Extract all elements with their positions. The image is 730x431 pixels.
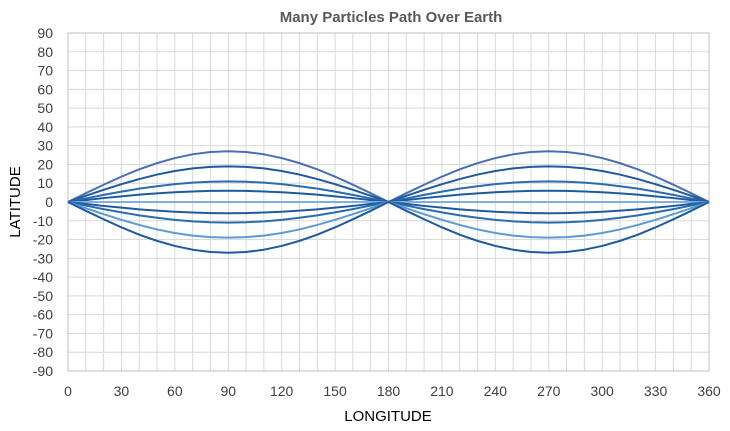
x-tick-label-3: 90 — [220, 383, 236, 399]
x-tick-label-7: 210 — [430, 383, 454, 399]
y-tick-label-6: 30 — [37, 138, 53, 154]
x-tick-label-10: 300 — [590, 383, 614, 399]
y-tick-label-0: 90 — [37, 25, 53, 41]
series-lines — [67, 150, 710, 254]
series-line-8 — [67, 201, 710, 254]
x-tick-labels: 0 30 60 90 120 150 180 210 240 270 300 330 360 — [64, 383, 721, 399]
grid-lines — [67, 32, 710, 372]
y-tick-label-2: 70 — [37, 63, 53, 79]
y-tick-label-13: -40 — [33, 269, 53, 285]
y-tick-label-16: -70 — [33, 325, 53, 341]
x-tick-label-9: 270 — [537, 383, 561, 399]
x-tick-label-8: 240 — [484, 383, 508, 399]
y-tick-label-17: -80 — [33, 344, 53, 360]
x-tick-label-12: 360 — [697, 383, 721, 399]
x-axis-label: LONGITUDE — [344, 408, 432, 425]
y-tick-label-4: 50 — [37, 100, 53, 116]
y-tick-label-10: -10 — [33, 213, 53, 229]
y-tick-label-1: 80 — [37, 44, 53, 60]
x-tick-label-6: 180 — [377, 383, 401, 399]
y-tick-label-8: 10 — [37, 175, 53, 191]
y-axis-label: LATITUDE — [7, 166, 24, 237]
x-tick-label-4: 120 — [270, 383, 294, 399]
x-tick-label-1: 30 — [114, 383, 130, 399]
x-tick-label-5: 150 — [323, 383, 347, 399]
y-tick-label-12: -30 — [33, 250, 53, 266]
y-tick-label-11: -20 — [33, 232, 53, 248]
x-tick-label-11: 330 — [644, 383, 668, 399]
x-tick-label-2: 60 — [167, 383, 183, 399]
y-tick-labels: 90 80 70 60 50 40 30 20 10 0 -10 -20 -30 -40 -50 -60 -70… — [33, 25, 53, 379]
chart-title: Many Particles Path Over Earth — [280, 9, 503, 26]
x-tick-label-0: 0 — [64, 383, 72, 399]
y-tick-label-3: 60 — [37, 81, 53, 97]
y-tick-label-5: 40 — [37, 119, 53, 135]
y-tick-label-9: 0 — [45, 194, 53, 210]
y-tick-label-14: -50 — [33, 288, 53, 304]
y-tick-label-15: -60 — [33, 307, 53, 323]
y-tick-label-18: -90 — [33, 363, 53, 379]
y-tick-label-7: 20 — [37, 156, 53, 172]
